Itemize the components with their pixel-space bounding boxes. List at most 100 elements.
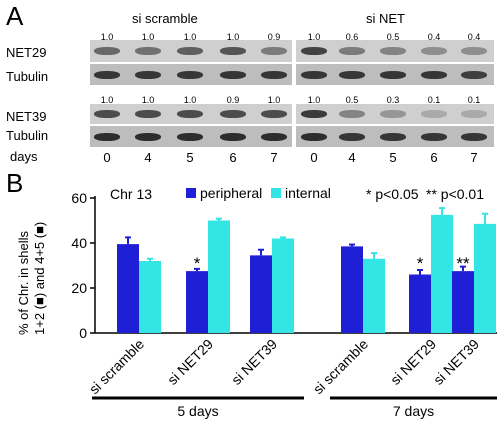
legend-label-internal: internal [285, 185, 331, 201]
day-label: 4 [144, 150, 152, 165]
blot-band [339, 110, 365, 118]
blot-strip [90, 126, 292, 147]
significance-mark: ** [456, 254, 470, 273]
bar-peripheral [452, 271, 474, 333]
group-label: 7 days [393, 403, 434, 419]
bar-internal [363, 258, 385, 333]
day-label: 5 [389, 150, 397, 165]
blot-band [94, 47, 120, 55]
group-label-scramble: si scramble [132, 11, 198, 26]
days-label: days [10, 149, 38, 164]
blot-strip [296, 104, 494, 124]
blot-band [461, 132, 487, 141]
blot-band [301, 132, 327, 141]
row-label-net29: NET29 [6, 45, 47, 60]
blot-band [301, 47, 327, 55]
blot-strip [296, 126, 494, 147]
blot-band [177, 47, 203, 55]
significance-mark: * [194, 254, 201, 273]
bar-peripheral [409, 274, 431, 333]
blot-band [220, 47, 246, 55]
quant-value: 0.6 [345, 32, 359, 42]
day-label: 0 [103, 150, 111, 165]
sig-legend: * p<0.05 [366, 186, 419, 202]
legend-swatch-peripheral [186, 188, 196, 198]
blot-band [220, 70, 246, 79]
bar-internal [272, 238, 294, 333]
day-label: 6 [430, 150, 438, 165]
row-label-net39: NET39 [6, 109, 47, 124]
blot-strip [296, 64, 494, 85]
row-label-tubulin-1: Tubulin [6, 69, 49, 84]
blot-band [220, 132, 246, 141]
quant-value: 1.0 [226, 32, 240, 42]
blot-band [135, 132, 161, 141]
blot-band [421, 70, 447, 79]
blot-band [461, 110, 487, 118]
group-label: 5 days [177, 403, 218, 419]
quant-value: 0.4 [427, 32, 441, 42]
quant-value: 0.5 [386, 32, 400, 42]
blot-band [220, 110, 246, 118]
quant-value: 1.0 [100, 95, 114, 105]
blot-band [461, 47, 487, 55]
blot-band [261, 110, 287, 118]
quant-value: 1.0 [183, 32, 197, 42]
x-tick-label: si scramble [310, 336, 372, 398]
day-label: 7 [270, 150, 278, 165]
quant-value: 0.3 [386, 95, 400, 105]
blot-band [380, 110, 406, 118]
sig-legend: ** p<0.01 [426, 186, 484, 202]
bar-internal [431, 214, 453, 333]
blot-strip [90, 64, 292, 85]
bar-internal [208, 220, 230, 333]
blot-band [94, 132, 120, 141]
quant-value: 1.0 [307, 95, 321, 105]
y-axis-label-line: % of Chr. in shells [16, 230, 31, 335]
blot-band [177, 70, 203, 79]
legend-label-peripheral: peripheral [200, 185, 262, 201]
day-label: 0 [310, 150, 318, 165]
blot-band [261, 132, 287, 141]
bar-peripheral [341, 246, 363, 333]
x-tick-label: si NET29 [164, 336, 216, 388]
blot-band [421, 132, 447, 141]
y-tick-label: 0 [79, 325, 87, 341]
blot-band [380, 70, 406, 79]
blot-band [380, 132, 406, 141]
bar-peripheral [117, 244, 139, 333]
y-tick-label: 60 [71, 190, 87, 206]
blot-strip [296, 40, 494, 62]
y-axis-label-line: 1+2 (■) and 4+5 (■) [32, 222, 47, 335]
blot-band [177, 132, 203, 141]
bar-peripheral [186, 271, 208, 333]
blot-band [261, 70, 287, 79]
quant-value: 0.9 [226, 95, 240, 105]
panel-a-letter: A [6, 1, 24, 31]
day-label: 6 [229, 150, 237, 165]
blot-band [135, 47, 161, 55]
significance-mark: * [417, 254, 424, 273]
quant-value: 1.0 [307, 32, 321, 42]
quant-value: 1.0 [183, 95, 197, 105]
blot-strip [90, 104, 292, 124]
group-label-net: si NET [366, 11, 405, 26]
blot-band [94, 110, 120, 118]
quant-value: 0.9 [267, 32, 281, 42]
blot-band [380, 47, 406, 55]
day-label: 4 [348, 150, 356, 165]
row-label-tubulin-2: Tubulin [6, 128, 49, 143]
blot-band [421, 47, 447, 55]
quant-value: 0.1 [467, 95, 481, 105]
blot-band [135, 110, 161, 118]
bar-peripheral [250, 255, 272, 333]
day-label: 5 [186, 150, 194, 165]
legend-swatch-internal [271, 188, 281, 198]
quant-value: 1.0 [267, 95, 281, 105]
blot-band [261, 47, 287, 55]
blot-band [135, 70, 161, 79]
y-tick-label: 20 [71, 280, 87, 296]
blot-band [177, 110, 203, 118]
blot-band [301, 110, 327, 118]
